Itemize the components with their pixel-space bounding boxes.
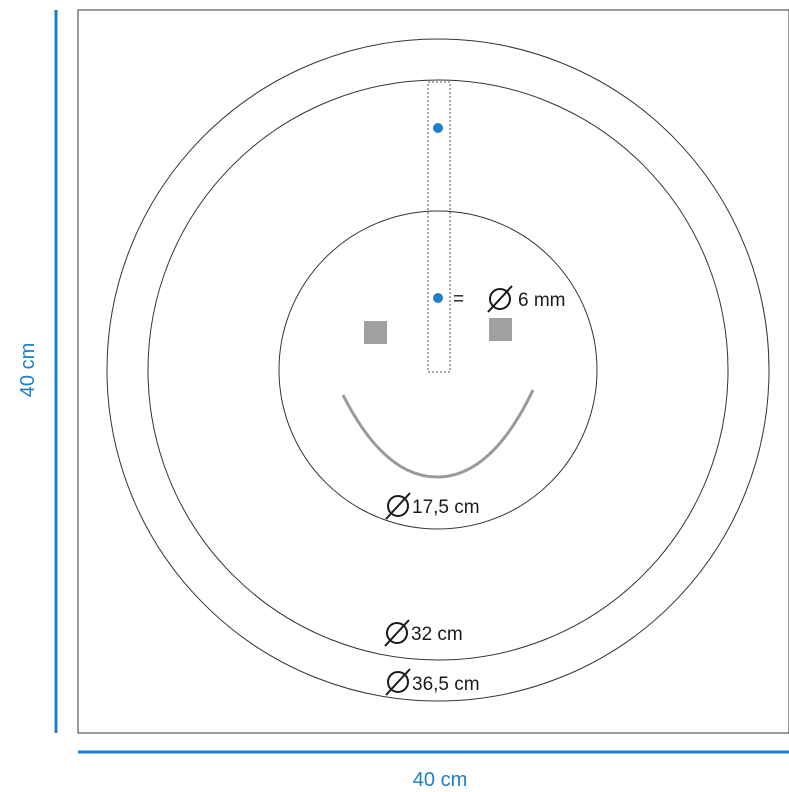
upper-hole-dot	[433, 123, 443, 133]
right-eye-square	[489, 318, 512, 341]
smile-curve	[341, 389, 535, 479]
outer-circle-diameter-label: 36,5 cm	[412, 674, 480, 695]
height-dimension-label: 40 cm	[17, 343, 39, 397]
diameter-icon	[385, 668, 411, 696]
middle-circle-diameter-label: 32 cm	[411, 624, 463, 645]
middle-circle	[147, 79, 729, 661]
square-plate-outline	[77, 9, 789, 734]
width-dimension-label: 40 cm	[413, 769, 467, 791]
diameter-icon	[384, 619, 410, 647]
inner-circle-diameter-label: 17,5 cm	[412, 497, 480, 518]
diameter-icon	[385, 492, 411, 520]
diameter-icon	[487, 285, 513, 313]
left-eye-square	[364, 321, 387, 344]
hole-diameter-label: 6 mm	[518, 290, 566, 311]
inner-circle	[278, 210, 598, 530]
outer-circle	[106, 38, 770, 702]
center-hole-dot	[433, 293, 443, 303]
hole-equals-sign: =	[453, 289, 464, 310]
